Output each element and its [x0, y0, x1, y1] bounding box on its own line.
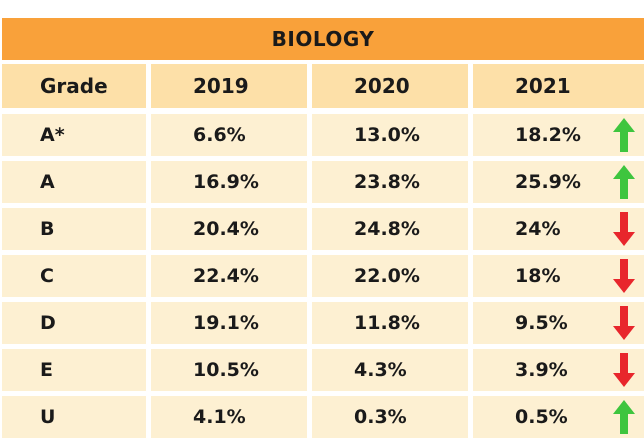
grade-cell: C	[2, 255, 146, 297]
grade-cell: E	[2, 349, 146, 391]
grade-cell: A*	[2, 114, 146, 156]
value-cell-year-2021: 25.9%	[473, 161, 644, 203]
trend-up-arrow-icon	[613, 400, 635, 434]
value-cell-year-2020: 11.8%	[312, 302, 468, 344]
value-cell-year-2019: 6.6%	[151, 114, 307, 156]
value-cell-year-2019: 22.4%	[151, 255, 307, 297]
value-cell-year-2021: 24%	[473, 208, 644, 250]
value-cell-year-2019: 16.9%	[151, 161, 307, 203]
value-cell-year-2021: 18.2%	[473, 114, 644, 156]
trend-down-arrow-icon	[613, 353, 635, 387]
table-title: BIOLOGY	[2, 18, 644, 60]
grade-cell: D	[2, 302, 146, 344]
grade-cell: A	[2, 161, 146, 203]
value-cell-year-2020: 23.8%	[312, 161, 468, 203]
value-cell-year-2019: 20.4%	[151, 208, 307, 250]
value-cell-year-2020: 4.3%	[312, 349, 468, 391]
trend-down-arrow-icon	[613, 306, 635, 340]
value-cell-year-2020: 22.0%	[312, 255, 468, 297]
trend-down-arrow-icon	[613, 212, 635, 246]
value-cell-year-2021: 18%	[473, 255, 644, 297]
value-cell-year-2019: 10.5%	[151, 349, 307, 391]
value-cell-year-2021: 9.5%	[473, 302, 644, 344]
column-header-year-2020: 2020	[312, 64, 468, 108]
value-cell-year-2021: 3.9%	[473, 349, 644, 391]
grade-cell: B	[2, 208, 146, 250]
value-cell-year-2021: 0.5%	[473, 396, 644, 438]
value-cell-year-2020: 0.3%	[312, 396, 468, 438]
trend-up-arrow-icon	[613, 165, 635, 199]
column-header-year-2021: 2021	[473, 64, 644, 108]
column-header-year-2019: 2019	[151, 64, 307, 108]
value-cell-year-2019: 19.1%	[151, 302, 307, 344]
trend-down-arrow-icon	[613, 259, 635, 293]
value-cell-year-2020: 24.8%	[312, 208, 468, 250]
trend-up-arrow-icon	[613, 118, 635, 152]
grade-cell: U	[2, 396, 146, 438]
column-header-grade: Grade	[2, 64, 146, 108]
value-cell-year-2019: 4.1%	[151, 396, 307, 438]
value-cell-year-2020: 13.0%	[312, 114, 468, 156]
